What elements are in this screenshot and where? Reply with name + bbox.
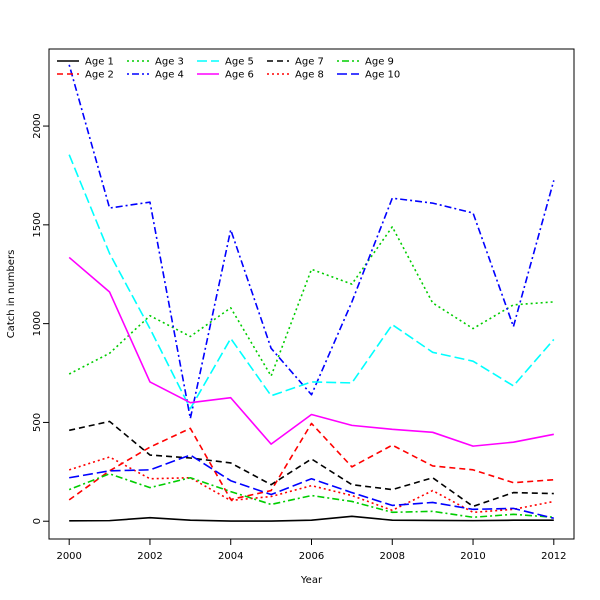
y-axis-title: Catch in numbers bbox=[6, 250, 17, 339]
legend-label-age-5: Age 5 bbox=[225, 57, 254, 68]
legend: Age 1 Age 2 Age 3 Age 4 Age 5 Age 6 Age 7 Age 8… bbox=[57, 57, 400, 81]
series-line-age-9 bbox=[68, 472, 554, 519]
x-tick-label: 2012 bbox=[541, 551, 566, 562]
legend-label-age-3: Age 3 bbox=[155, 57, 184, 68]
legend-label-age-2: Age 2 bbox=[85, 70, 114, 81]
x-axis-title: Year bbox=[300, 575, 323, 586]
y-tick-label: 1000 bbox=[32, 311, 43, 336]
series-line-age-6 bbox=[68, 256, 554, 447]
legend-label-age-4: Age 4 bbox=[155, 70, 184, 81]
legend-label-age-6: Age 6 bbox=[225, 70, 254, 81]
y-tick-label: 1500 bbox=[32, 212, 43, 237]
y-tick-label: 2000 bbox=[32, 113, 43, 138]
series-line-age-10 bbox=[69, 454, 554, 520]
x-tick-label: 2002 bbox=[137, 551, 162, 562]
series-line-age-5 bbox=[68, 154, 555, 410]
series-layer bbox=[68, 64, 555, 522]
x-tick-label: 2008 bbox=[380, 551, 405, 562]
x-axis: 2000 2002 2004 2006 2008 2010 2012 bbox=[56, 538, 567, 562]
legend-label-age-8: Age 8 bbox=[295, 70, 324, 81]
legend-label-age-7: Age 7 bbox=[295, 57, 324, 68]
legend-label-age-1: Age 1 bbox=[85, 57, 114, 68]
x-tick-label: 2006 bbox=[299, 551, 324, 562]
series-line-age-7 bbox=[69, 420, 554, 508]
y-tick-label: 0 bbox=[32, 518, 43, 524]
legend-label-age-9: Age 9 bbox=[365, 57, 394, 68]
x-tick-label: 2004 bbox=[218, 551, 243, 562]
x-tick-label: 2010 bbox=[460, 551, 485, 562]
series-line-age-2 bbox=[68, 422, 554, 501]
y-axis: 0 500 1000 1500 2000 bbox=[32, 113, 50, 524]
plot-frame bbox=[48, 48, 575, 540]
series-line-age-8 bbox=[68, 456, 554, 514]
series-line-age-4 bbox=[68, 64, 555, 420]
x-tick-label: 2000 bbox=[56, 551, 81, 562]
series-line-age-1 bbox=[69, 515, 554, 522]
series-line-age-3 bbox=[68, 226, 554, 377]
legend-label-age-10: Age 10 bbox=[365, 70, 400, 81]
y-tick-label: 500 bbox=[32, 413, 43, 432]
